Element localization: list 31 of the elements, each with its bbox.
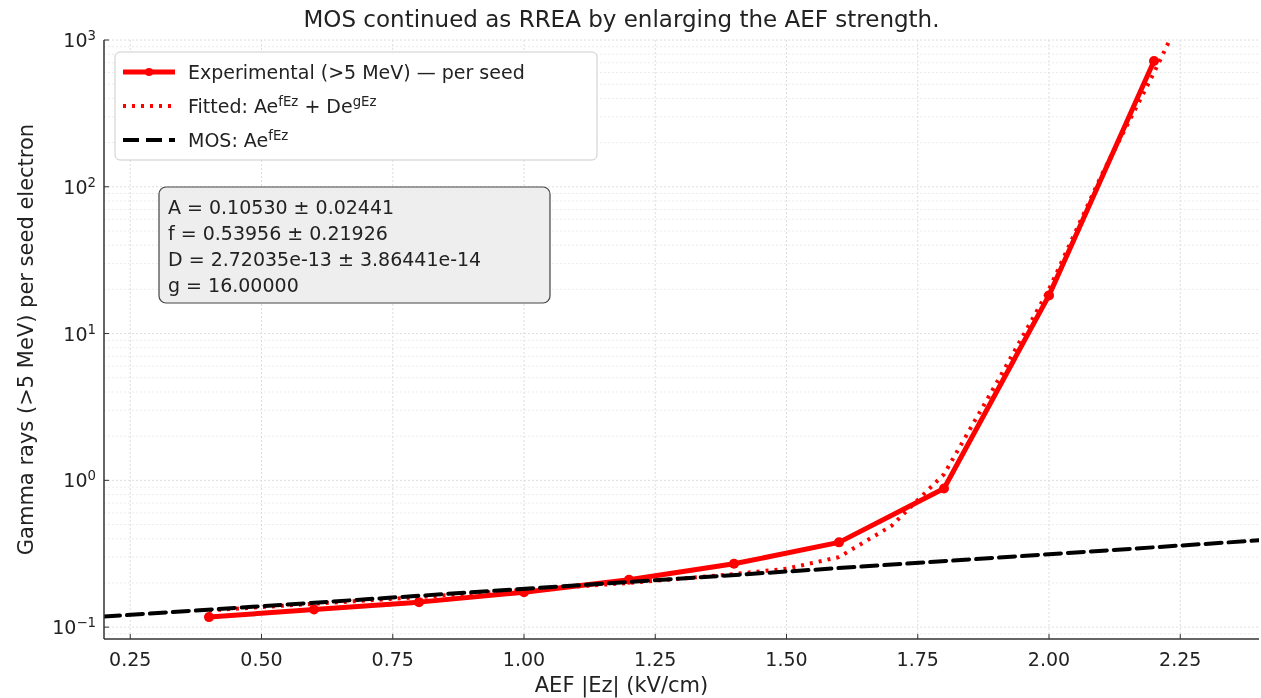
annotation: D = 2.72035e-13 ± 3.86441e-14 xyxy=(168,248,482,270)
annotation: g = 16.00000 xyxy=(168,274,299,296)
x-axis-title: AEF |Ez| (kV/cm) xyxy=(534,673,709,698)
legend-label: Fitted: Ae$^{fEz}$ + De$^{gEz}$ xyxy=(188,93,377,117)
x-tick-label: 1.75 xyxy=(896,648,939,670)
x-tick-label: 2.00 xyxy=(1027,648,1071,670)
x-tick-label: 0.25 xyxy=(109,648,152,670)
annotation: A = 0.10530 ± 0.02441 xyxy=(168,196,395,218)
x-tick-label: 1.00 xyxy=(502,648,546,670)
x-tick-label: 2.25 xyxy=(1159,648,1202,670)
y-axis-title: Gamma rays (>5 MeV) per seed electron xyxy=(14,123,38,556)
x-tick-label: 0.75 xyxy=(371,648,414,670)
legend-label: MOS: Ae$^{fEz}$ xyxy=(188,127,289,151)
point xyxy=(414,597,424,608)
x-tick-label: 1.25 xyxy=(634,648,677,670)
point xyxy=(309,604,319,615)
legend-label: Experimental (>5 MeV) — per seed xyxy=(188,61,525,83)
point xyxy=(834,537,844,548)
chart-title: MOS continued as RREA by enlarging the AEF strength. xyxy=(303,6,940,32)
y-tick-label: 10$^{1}$ xyxy=(63,321,96,345)
point xyxy=(939,483,949,494)
y-tick-label: 10$^{3}$ xyxy=(63,27,96,51)
x-tick-label: 0.50 xyxy=(240,648,283,670)
y-tick-label: 10$^{0}$ xyxy=(63,467,96,492)
y-tick-label: 10$^{2}$ xyxy=(63,174,96,198)
y-tick-label: 10$^{−1}$ xyxy=(52,614,96,639)
point xyxy=(729,558,739,569)
x-tick-label: 1.50 xyxy=(765,648,808,670)
point xyxy=(204,612,214,623)
annotation: f = 0.53956 ± 0.21926 xyxy=(168,222,388,244)
point xyxy=(1149,55,1159,66)
